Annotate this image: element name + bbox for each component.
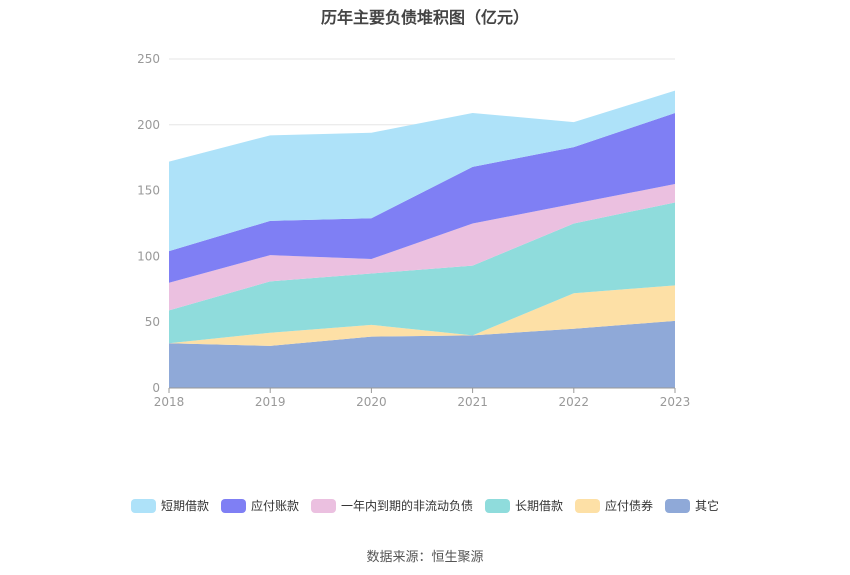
area-应付债券 [169, 285, 675, 346]
legend-swatch [485, 498, 510, 513]
y-tick-label: 50 [145, 315, 160, 329]
legend-item[interactable]: 长期借款 [485, 497, 563, 514]
legend-item[interactable]: 应付债券 [575, 497, 653, 514]
area-其它 [169, 320, 675, 388]
legend-swatch [665, 498, 691, 513]
stacked-area-chart: 0 50 100 150 200 250 2018 2019 2020 2021 2022 2023 [137, 52, 690, 409]
legend-label: 一年内到期的非流动负债 [340, 499, 473, 513]
y-tick-label: 0 [152, 381, 160, 395]
x-tick-label: 2023 [660, 395, 691, 409]
legend-label: 短期借款 [160, 499, 209, 513]
legend-item[interactable]: 应付账款 [220, 497, 299, 514]
legend-swatch [220, 498, 246, 513]
y-tick-label: 250 [137, 52, 160, 66]
y-tick-label: 200 [137, 118, 160, 132]
x-tick-label: 2022 [559, 395, 590, 409]
x-tick-label: 2018 [154, 395, 185, 409]
chart-title: 历年主要负债堆积图（亿元） [320, 8, 529, 27]
legend: 短期借款 应付账款 一年内到期的非流动负债 长期借款 应付债券 其它 [0, 497, 850, 514]
x-tick-label: 2020 [356, 395, 387, 409]
legend-label: 其它 [695, 499, 720, 513]
legend-item[interactable]: 其它 [665, 497, 719, 514]
area-短期借款 [169, 90, 675, 252]
legend-label: 应付债券 [605, 499, 654, 513]
legend-swatch [575, 498, 601, 513]
data-source: 数据来源：恒生聚源 [366, 550, 484, 565]
area-应付账款 [169, 112, 675, 283]
area-series [169, 90, 675, 388]
legend-swatch [130, 498, 156, 513]
axes: 0 50 100 150 200 250 2018 2019 2020 2021 2022 2023 [137, 52, 690, 409]
y-tick-label: 100 [137, 249, 160, 263]
area-一年内到期的非流动负债 [169, 184, 675, 311]
legend-item[interactable]: 短期借款 [130, 497, 209, 514]
area-长期借款 [169, 202, 675, 344]
legend-label: 长期借款 [515, 499, 564, 513]
legend-item[interactable]: 一年内到期的非流动负债 [310, 497, 473, 514]
x-tick-label: 2021 [457, 395, 488, 409]
y-tick-label: 150 [137, 184, 160, 198]
legend-swatch [310, 498, 336, 513]
x-tick-label: 2019 [255, 395, 286, 409]
legend-label: 应付账款 [250, 499, 299, 513]
